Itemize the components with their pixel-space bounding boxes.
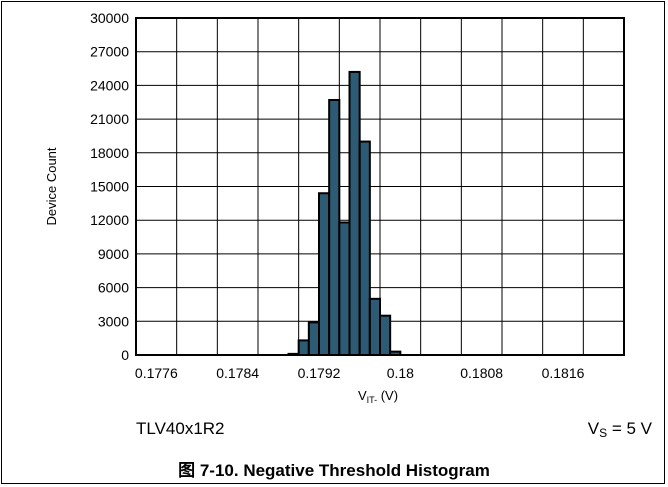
histogram-bar (328, 99, 341, 357)
x-axis-label: VIT- (V) (358, 388, 398, 405)
y-tick-label: 21000 (90, 111, 129, 127)
supply-condition-sub: S (599, 426, 608, 440)
x-tick-label: 0.1792 (298, 365, 341, 381)
supply-condition-value: = 5 V (607, 419, 652, 438)
histogram-bar (368, 297, 382, 357)
y-tick-label: 27000 (90, 44, 129, 60)
histogram-bar (297, 339, 310, 357)
plot-border (135, 17, 625, 356)
y-tick-label: 24000 (90, 77, 129, 93)
y-tick-label: 30000 (90, 10, 129, 26)
figure-caption: 图 7-10. Negative Threshold Histogram (178, 461, 490, 480)
y-tick-label: 15000 (90, 179, 129, 195)
y-tick-label: 18000 (90, 145, 129, 161)
y-tick-label: 6000 (98, 280, 129, 296)
supply-condition-main: V (587, 419, 600, 438)
x-tick-label: 0.1816 (542, 365, 585, 381)
y-tick-labels: 0 3000 6000 9000 12000 15000 18000 21000 24000 27… (90, 10, 129, 363)
y-tick-label: 3000 (98, 313, 129, 329)
histogram-bars (287, 70, 402, 357)
histogram-bar (358, 140, 371, 356)
y-axis-label: Device Count (44, 147, 59, 225)
histogram-chart: 0 3000 6000 9000 12000 15000 18000 21000 24000 27… (44, 10, 625, 405)
x-tick-label: 0.1784 (216, 365, 259, 381)
device-name: TLV40x1R2 (136, 419, 225, 438)
x-tick-label: 0.1808 (460, 365, 503, 381)
histogram-bar (379, 314, 392, 356)
histogram-bar (338, 221, 351, 356)
x-tick-label: 0.1776 (135, 365, 178, 381)
x-axis-label-sub: IT- (367, 395, 378, 405)
y-tick-label: 12000 (90, 212, 129, 228)
x-axis-label-main: V (358, 388, 367, 403)
histogram-bar (307, 321, 321, 357)
supply-condition: VS = 5 V (588, 419, 652, 440)
y-tick-label: 9000 (98, 246, 129, 262)
x-tick-label: 0.18 (387, 365, 414, 381)
histogram-bar (348, 70, 361, 356)
y-tick-label: 0 (121, 347, 129, 363)
x-axis-label-unit: (V) (377, 388, 398, 403)
x-tick-labels: 0.1776 0.1784 0.1792 0.18 0.1808 0.1816 (135, 365, 585, 381)
histogram-bar (318, 192, 331, 356)
